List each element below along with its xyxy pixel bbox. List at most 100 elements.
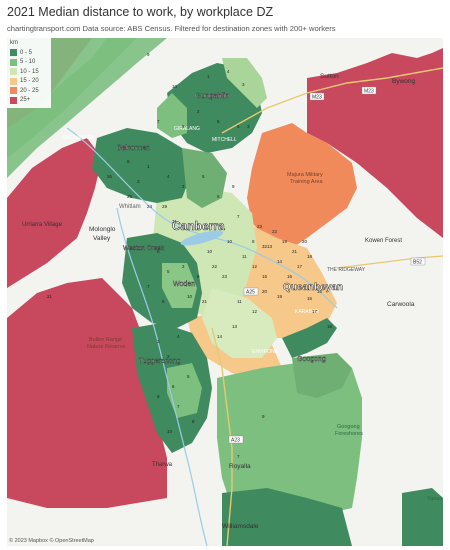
label-urriarra: Urriarra Village: [22, 222, 63, 228]
road-a23: [211, 327, 233, 546]
legend-swatch-4: [10, 87, 17, 95]
legend-title: km: [10, 40, 18, 46]
legend-label: 25+: [20, 97, 31, 104]
lake-burley-griffin: [180, 230, 224, 246]
zone-value-label: 3: [157, 339, 160, 344]
label-majura-1: Majura Military: [287, 172, 323, 178]
road-shield-b52: B52: [410, 257, 426, 266]
zone-lightgreen-gungahlin: [222, 58, 267, 108]
page-title: 2021 Median distance to work, by workpla…: [7, 5, 274, 19]
road-shield-m23-2: M23: [361, 86, 377, 95]
zone-value-label: 6: [157, 249, 160, 254]
zone-value-label: 29: [162, 204, 168, 209]
zone-value-label: 6: [217, 194, 220, 199]
label-bullen-2: Nature Reserve: [87, 344, 126, 350]
zone-value-label: 1: [207, 74, 210, 79]
zone-midgreen-gungahlin: [157, 93, 187, 138]
zone-darkgreen-googong: [282, 318, 337, 358]
zone-value-label: 31: [172, 219, 178, 224]
zone-value-label: 6: [172, 384, 175, 389]
zone-value-label: 13: [267, 244, 273, 249]
zone-value-label: 9: [262, 414, 265, 419]
zone-value-label: 12: [252, 264, 258, 269]
zone-value-label: 18: [327, 324, 333, 329]
zone-midgreen-belconnen: [182, 148, 227, 208]
zone-darkgreen-south: [222, 488, 352, 546]
legend-item: 20 - 25: [10, 86, 48, 96]
zone-value-label: 9: [157, 394, 160, 399]
zone-midgreen-south: [217, 358, 362, 518]
zone-value-label: 25: [127, 194, 133, 199]
road-b52: [336, 255, 443, 269]
svg-text:M23: M23: [364, 89, 374, 95]
zone-value-label: 11: [242, 254, 247, 259]
label-belconnen: Belconnen: [117, 145, 150, 152]
map-view[interactable]: Canberra Queanbeyan Gungahlin Belconnen …: [7, 38, 443, 546]
zone-value-label: 10: [172, 84, 178, 89]
zone-value-label: 10: [187, 294, 193, 299]
zone-value-label: 18: [307, 254, 313, 259]
zone-value-label: 21: [292, 249, 298, 254]
label-googong-fs-2: Foreshores: [335, 431, 363, 437]
zone-value-label: 20: [302, 239, 308, 244]
map-canvas: Canberra Queanbeyan Gungahlin Belconnen …: [7, 38, 443, 546]
zone-red-corner-fix: [7, 38, 137, 158]
zone-value-label: 2: [197, 109, 200, 114]
zone-value-label: 21: [47, 294, 53, 299]
legend-item: 25+: [10, 96, 48, 106]
zone-value-label: 5: [167, 269, 170, 274]
zone-value-label: 10: [207, 249, 213, 254]
zone-value-label: 14: [217, 334, 223, 339]
zone-darkgreen-southeast: [402, 488, 443, 546]
label-carwoola: Carwoola: [387, 301, 415, 308]
zone-value-label: 7: [157, 119, 160, 124]
zone-value-label: 9: [232, 184, 235, 189]
zone-value-label: 23: [257, 224, 263, 229]
label-sutton: Sutton: [320, 73, 339, 80]
legend-label: 0 - 5: [20, 49, 33, 56]
label-mitchell: MITCHELL: [212, 137, 237, 143]
zone-value-label: 17: [297, 264, 303, 269]
zone-value-label: 22: [272, 229, 278, 234]
zone-value-label: 22: [212, 264, 218, 269]
zone-darkgreen-belconnen: [92, 128, 192, 203]
zone-value-label: 1: [147, 164, 150, 169]
legend-label: 10 - 15: [20, 68, 39, 75]
map-legend: km 0 - 5 5 - 10 10 - 15 15 - 20 20 - 25 …: [7, 38, 51, 108]
label-weston-creek: Weston Creek: [123, 245, 165, 252]
zone-value-label: 4: [177, 334, 180, 339]
label-yanun: Yanun: [427, 496, 443, 502]
zone-value-label: 7: [237, 214, 240, 219]
zone-value-label: 8: [192, 419, 195, 424]
zone-value-label: 15: [307, 296, 313, 301]
label-tuggeranong: Tuggeranong: [139, 358, 180, 365]
zone-value-label: 32: [262, 244, 268, 249]
label-gungahlin: Gungahlin: [195, 91, 229, 100]
zone-value-label: 10: [167, 429, 173, 434]
svg-text:B52: B52: [413, 260, 422, 266]
zone-value-label: 9: [197, 274, 200, 279]
legend-label: 20 - 25: [20, 87, 39, 94]
zone-value-label: 9: [182, 124, 185, 129]
zone-value-label: 8: [162, 299, 165, 304]
legend-swatch-0: [10, 49, 17, 57]
zone-value-label: 5: [202, 174, 205, 179]
zone-peach: [239, 223, 337, 338]
legend-label: 5 - 10: [20, 59, 36, 66]
legend-swatch-3: [10, 77, 17, 85]
page-subtitle: chartingtransport.com Data source: ABS C…: [7, 24, 336, 33]
legend-item: 15 - 20: [10, 77, 48, 87]
zone-value-label: 8: [252, 239, 255, 244]
zone-value-label: 26: [107, 174, 113, 179]
zone-value-label: 7: [237, 454, 240, 459]
zone-orange-majura: [247, 123, 357, 248]
label-bywong: Bywong: [392, 78, 416, 85]
label-whitlam: Whitlam: [119, 204, 141, 210]
zone-value-label: 19: [277, 294, 283, 299]
road-shield-a25: A25: [243, 287, 259, 296]
legend-swatch-1: [10, 58, 17, 66]
zone-value-label: 9: [147, 52, 150, 57]
label-macnamara: MACNAMARA: [62, 135, 95, 141]
zone-red-northeast: [307, 48, 443, 238]
zone-value-label: 23: [222, 274, 228, 279]
